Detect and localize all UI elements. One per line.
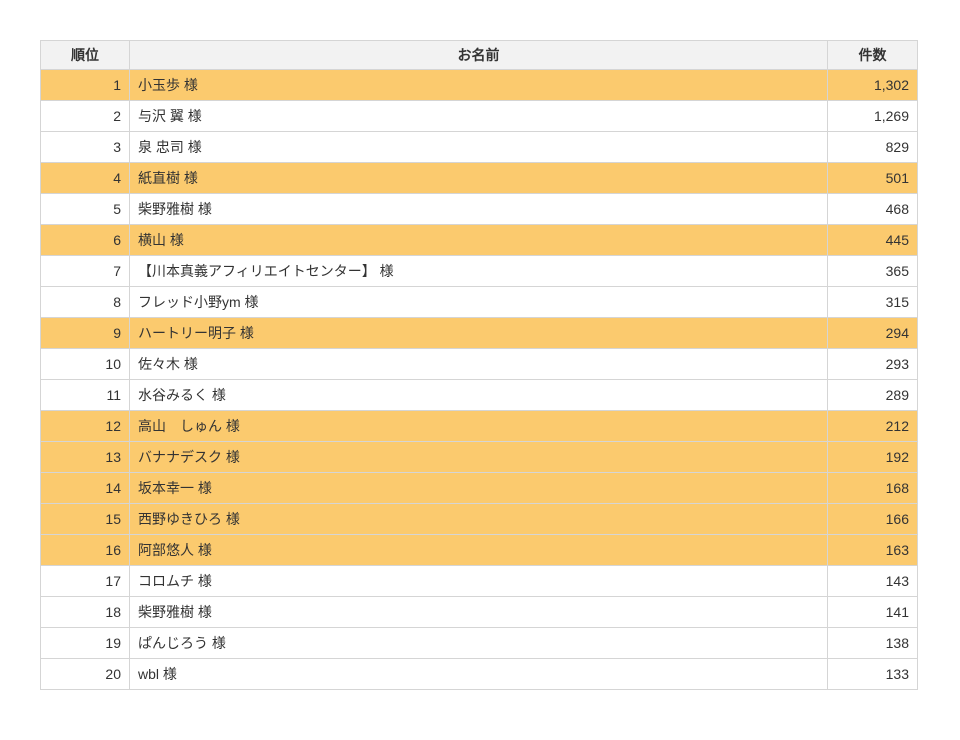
name-cell: ぱんじろう 様 — [129, 627, 828, 659]
count-cell: 163 — [827, 534, 918, 566]
name-cell: 佐々木 様 — [129, 348, 828, 380]
name-cell: フレッド小野ym 様 — [129, 286, 828, 318]
name-cell: 西野ゆきひろ 様 — [129, 503, 828, 535]
count-cell: 468 — [827, 193, 918, 225]
rank-cell: 3 — [40, 131, 130, 163]
count-cell: 315 — [827, 286, 918, 318]
table-row: 9 ハートリー明子 様 294 — [40, 317, 918, 349]
table-row: 10 佐々木 様 293 — [40, 348, 918, 380]
count-cell: 192 — [827, 441, 918, 473]
count-cell: 138 — [827, 627, 918, 659]
count-cell: 141 — [827, 596, 918, 628]
count-cell: 365 — [827, 255, 918, 287]
count-cell: 166 — [827, 503, 918, 535]
table-row: 7 【川本真義アフィリエイトセンター】 様 365 — [40, 255, 918, 287]
count-cell: 829 — [827, 131, 918, 163]
rank-cell: 20 — [40, 658, 130, 690]
count-cell: 1,302 — [827, 69, 918, 101]
rank-cell: 5 — [40, 193, 130, 225]
name-cell: 坂本幸一 様 — [129, 472, 828, 504]
count-cell: 293 — [827, 348, 918, 380]
table-row: 19 ぱんじろう 様 138 — [40, 627, 918, 659]
rank-cell: 17 — [40, 565, 130, 597]
rank-cell: 1 — [40, 69, 130, 101]
name-cell: 水谷みるく 様 — [129, 379, 828, 411]
rank-cell: 18 — [40, 596, 130, 628]
column-header-name: お名前 — [129, 40, 828, 70]
name-cell: 【川本真義アフィリエイトセンター】 様 — [129, 255, 828, 287]
table-row: 3 泉 忠司 様 829 — [40, 131, 918, 163]
table-row: 5 柴野雅樹 様 468 — [40, 193, 918, 225]
table-row: 8 フレッド小野ym 様 315 — [40, 286, 918, 318]
table-row: 20 wbl 様 133 — [40, 658, 918, 690]
rank-cell: 13 — [40, 441, 130, 473]
name-cell: 柴野雅樹 様 — [129, 193, 828, 225]
table-row: 18 柴野雅樹 様 141 — [40, 596, 918, 628]
rank-cell: 16 — [40, 534, 130, 566]
name-cell: 横山 様 — [129, 224, 828, 256]
ranking-table: 順位 お名前 件数 1 小玉歩 様 1,302 2 与沢 翼 様 1,269 3… — [40, 40, 918, 690]
rank-cell: 4 — [40, 162, 130, 194]
table-header: 順位 お名前 件数 — [40, 40, 918, 70]
table-row: 17 コロムチ 様 143 — [40, 565, 918, 597]
name-cell: 紙直樹 様 — [129, 162, 828, 194]
name-cell: 柴野雅樹 様 — [129, 596, 828, 628]
table-row: 16 阿部悠人 様 163 — [40, 534, 918, 566]
rank-cell: 15 — [40, 503, 130, 535]
count-cell: 294 — [827, 317, 918, 349]
rank-cell: 2 — [40, 100, 130, 132]
count-cell: 289 — [827, 379, 918, 411]
rank-cell: 7 — [40, 255, 130, 287]
name-cell: 高山 しゅん 様 — [129, 410, 828, 442]
name-cell: 小玉歩 様 — [129, 69, 828, 101]
name-cell: バナナデスク 様 — [129, 441, 828, 473]
rank-cell: 19 — [40, 627, 130, 659]
rank-cell: 12 — [40, 410, 130, 442]
name-cell: ハートリー明子 様 — [129, 317, 828, 349]
count-cell: 501 — [827, 162, 918, 194]
count-cell: 1,269 — [827, 100, 918, 132]
count-cell: 212 — [827, 410, 918, 442]
count-cell: 445 — [827, 224, 918, 256]
rank-cell: 10 — [40, 348, 130, 380]
rank-cell: 11 — [40, 379, 130, 411]
table-row: 11 水谷みるく 様 289 — [40, 379, 918, 411]
header-row: 順位 お名前 件数 — [40, 40, 918, 70]
table-row: 4 紙直樹 様 501 — [40, 162, 918, 194]
rank-cell: 14 — [40, 472, 130, 504]
table-body: 1 小玉歩 様 1,302 2 与沢 翼 様 1,269 3 泉 忠司 様 82… — [40, 69, 918, 690]
table-row: 6 横山 様 445 — [40, 224, 918, 256]
table-row: 1 小玉歩 様 1,302 — [40, 69, 918, 101]
count-cell: 143 — [827, 565, 918, 597]
table-row: 15 西野ゆきひろ 様 166 — [40, 503, 918, 535]
rank-cell: 8 — [40, 286, 130, 318]
name-cell: 阿部悠人 様 — [129, 534, 828, 566]
table-row: 13 バナナデスク 様 192 — [40, 441, 918, 473]
rank-cell: 9 — [40, 317, 130, 349]
count-cell: 168 — [827, 472, 918, 504]
name-cell: 泉 忠司 様 — [129, 131, 828, 163]
rank-cell: 6 — [40, 224, 130, 256]
column-header-count: 件数 — [827, 40, 918, 70]
table-row: 2 与沢 翼 様 1,269 — [40, 100, 918, 132]
column-header-rank: 順位 — [40, 40, 130, 70]
name-cell: 与沢 翼 様 — [129, 100, 828, 132]
table-row: 14 坂本幸一 様 168 — [40, 472, 918, 504]
name-cell: コロムチ 様 — [129, 565, 828, 597]
name-cell: wbl 様 — [129, 658, 828, 690]
ranking-table-container: 順位 お名前 件数 1 小玉歩 様 1,302 2 与沢 翼 様 1,269 3… — [40, 40, 918, 690]
count-cell: 133 — [827, 658, 918, 690]
table-row: 12 高山 しゅん 様 212 — [40, 410, 918, 442]
